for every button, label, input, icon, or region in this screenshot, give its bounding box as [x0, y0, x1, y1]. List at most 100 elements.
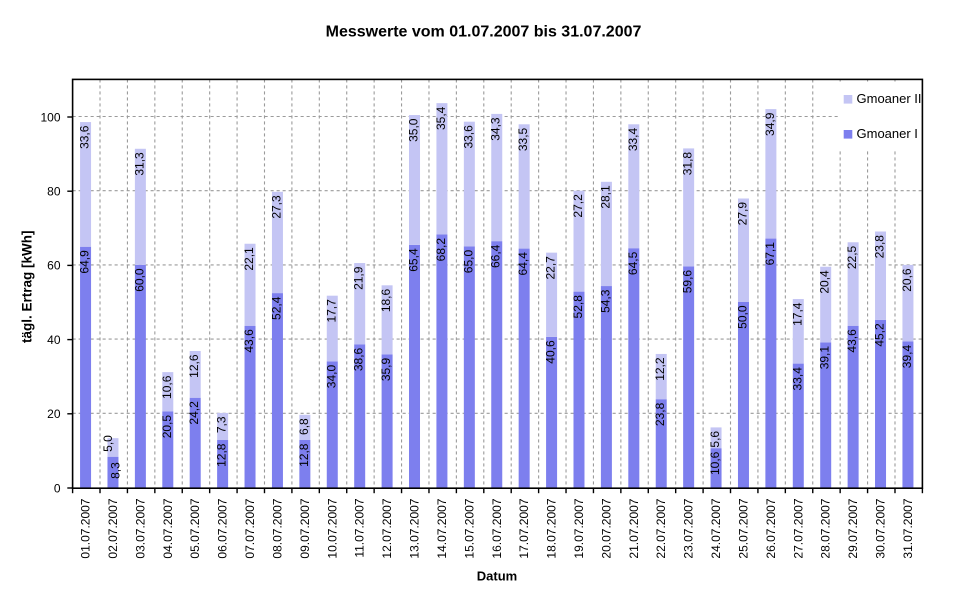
- svg-text:34,3: 34,3: [489, 117, 503, 141]
- svg-text:35,4: 35,4: [434, 106, 448, 130]
- svg-text:Datum: Datum: [477, 569, 517, 584]
- svg-text:22,7: 22,7: [544, 256, 558, 280]
- svg-text:66,4: 66,4: [489, 244, 503, 268]
- svg-text:64,9: 64,9: [78, 250, 92, 274]
- svg-text:30.07.2007: 30.07.2007: [874, 498, 888, 558]
- svg-text:10,6: 10,6: [708, 451, 722, 475]
- svg-text:22.07.2007: 22.07.2007: [654, 498, 668, 558]
- svg-text:6,8: 6,8: [297, 418, 311, 435]
- svg-text:65,4: 65,4: [407, 248, 421, 272]
- svg-text:24.07.2007: 24.07.2007: [709, 498, 723, 558]
- svg-text:12,2: 12,2: [653, 357, 667, 381]
- svg-text:17.07.2007: 17.07.2007: [517, 498, 531, 558]
- svg-text:5,6: 5,6: [708, 431, 722, 448]
- svg-text:100: 100: [40, 110, 60, 124]
- svg-text:52,4: 52,4: [269, 296, 283, 320]
- svg-text:0: 0: [54, 481, 61, 495]
- svg-text:40: 40: [47, 333, 61, 347]
- svg-text:23,8: 23,8: [653, 402, 667, 426]
- svg-text:60,0: 60,0: [132, 268, 146, 292]
- svg-text:04.07.2007: 04.07.2007: [161, 498, 175, 558]
- svg-text:23,8: 23,8: [873, 235, 887, 259]
- svg-text:80: 80: [47, 185, 61, 199]
- svg-text:20,4: 20,4: [818, 270, 832, 294]
- svg-text:39,1: 39,1: [818, 346, 832, 370]
- svg-text:07.07.2007: 07.07.2007: [243, 498, 257, 558]
- svg-text:09.07.2007: 09.07.2007: [298, 498, 312, 558]
- svg-text:64,4: 64,4: [516, 252, 530, 276]
- svg-text:13.07.2007: 13.07.2007: [408, 498, 422, 558]
- svg-text:31,8: 31,8: [681, 152, 695, 176]
- svg-text:28.07.2007: 28.07.2007: [819, 498, 833, 558]
- svg-text:43,6: 43,6: [845, 329, 859, 353]
- svg-text:12,6: 12,6: [187, 354, 201, 378]
- svg-text:45,2: 45,2: [873, 323, 887, 347]
- svg-text:11.07.2007: 11.07.2007: [353, 498, 367, 557]
- svg-text:03.07.2007: 03.07.2007: [133, 498, 147, 558]
- svg-text:35,9: 35,9: [379, 357, 393, 381]
- svg-text:12,8: 12,8: [215, 443, 229, 467]
- svg-text:31,3: 31,3: [132, 152, 146, 176]
- svg-text:22,5: 22,5: [845, 245, 859, 269]
- svg-text:20.07.2007: 20.07.2007: [599, 498, 613, 558]
- svg-text:16.07.2007: 16.07.2007: [490, 498, 504, 558]
- svg-text:43,6: 43,6: [242, 329, 256, 353]
- svg-text:25.07.2007: 25.07.2007: [736, 498, 750, 558]
- svg-text:33,5: 33,5: [516, 127, 530, 151]
- svg-text:8,3: 8,3: [108, 462, 122, 479]
- svg-text:5,0: 5,0: [101, 435, 115, 452]
- svg-text:12.07.2007: 12.07.2007: [380, 498, 394, 558]
- svg-text:08.07.2007: 08.07.2007: [270, 498, 284, 558]
- svg-text:06.07.2007: 06.07.2007: [216, 498, 230, 558]
- svg-text:59,6: 59,6: [681, 270, 695, 294]
- svg-text:33,6: 33,6: [461, 125, 475, 149]
- svg-text:17,7: 17,7: [324, 299, 338, 323]
- svg-text:15.07.2007: 15.07.2007: [462, 498, 476, 558]
- svg-text:54,3: 54,3: [598, 289, 612, 313]
- svg-text:17,4: 17,4: [790, 302, 804, 326]
- svg-text:14.07.2007: 14.07.2007: [435, 498, 449, 558]
- svg-text:05.07.2007: 05.07.2007: [188, 498, 202, 558]
- svg-text:Messwerte vom 01.07.2007 bis 3: Messwerte vom 01.07.2007 bis 31.07.2007: [326, 24, 642, 41]
- svg-text:10.07.2007: 10.07.2007: [325, 498, 339, 558]
- svg-text:29.07.2007: 29.07.2007: [846, 498, 860, 558]
- svg-text:21.07.2007: 21.07.2007: [627, 498, 641, 558]
- svg-text:20: 20: [47, 407, 61, 421]
- svg-text:10,6: 10,6: [160, 375, 174, 399]
- svg-text:60: 60: [47, 259, 61, 273]
- svg-text:20,5: 20,5: [160, 415, 174, 439]
- svg-text:34,0: 34,0: [324, 365, 338, 389]
- svg-text:33,4: 33,4: [626, 127, 640, 151]
- svg-text:34,9: 34,9: [763, 112, 777, 136]
- svg-text:19.07.2007: 19.07.2007: [572, 498, 586, 558]
- svg-text:20,6: 20,6: [900, 268, 914, 292]
- svg-text:27,3: 27,3: [269, 195, 283, 219]
- svg-text:tägl. Ertrag [kWh]: tägl. Ertrag [kWh]: [20, 231, 35, 344]
- svg-text:64,5: 64,5: [626, 251, 640, 275]
- svg-text:22,1: 22,1: [242, 247, 256, 271]
- svg-text:68,2: 68,2: [434, 238, 448, 262]
- svg-text:01.07.2007: 01.07.2007: [79, 498, 93, 558]
- svg-text:35,0: 35,0: [407, 118, 421, 142]
- svg-text:23.07.2007: 23.07.2007: [682, 498, 696, 558]
- svg-text:24,2: 24,2: [187, 401, 201, 425]
- svg-text:65,0: 65,0: [461, 250, 475, 274]
- svg-text:02.07.2007: 02.07.2007: [106, 498, 120, 558]
- svg-text:18,6: 18,6: [379, 288, 393, 312]
- svg-text:21,9: 21,9: [352, 266, 366, 290]
- svg-text:18.07.2007: 18.07.2007: [545, 498, 559, 558]
- svg-text:40,6: 40,6: [544, 340, 558, 364]
- svg-text:50,0: 50,0: [735, 305, 749, 329]
- svg-text:52,8: 52,8: [571, 295, 585, 319]
- svg-text:7,3: 7,3: [215, 416, 229, 433]
- svg-text:27,9: 27,9: [735, 202, 749, 226]
- svg-text:33,6: 33,6: [78, 125, 92, 149]
- svg-text:28,1: 28,1: [598, 185, 612, 209]
- svg-text:Gmoaner II: Gmoaner II: [857, 91, 922, 106]
- svg-text:67,1: 67,1: [763, 242, 777, 266]
- svg-text:27,2: 27,2: [571, 194, 585, 218]
- svg-text:38,6: 38,6: [352, 347, 366, 371]
- svg-text:12,8: 12,8: [297, 443, 311, 467]
- svg-text:Gmoaner I: Gmoaner I: [857, 126, 918, 141]
- svg-text:26.07.2007: 26.07.2007: [764, 498, 778, 558]
